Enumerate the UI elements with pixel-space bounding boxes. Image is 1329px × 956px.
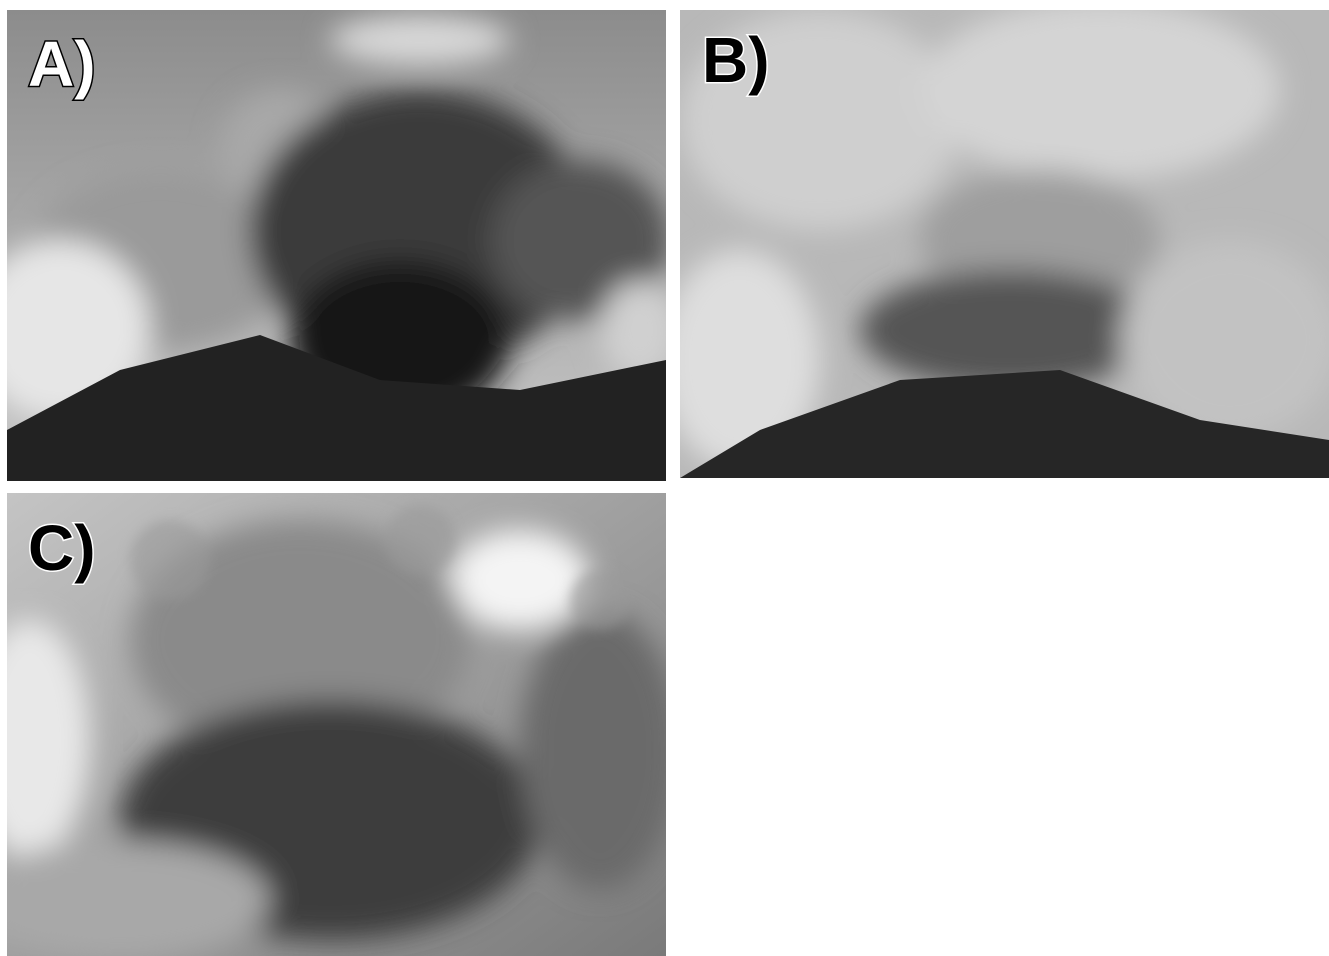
photo-a — [0, 10, 680, 481]
panel-label: A) — [28, 28, 96, 100]
panel-label: C) — [28, 512, 96, 584]
panel-label: B) — [702, 24, 770, 96]
figure: A) B) C) — [0, 0, 1329, 956]
page: A) B) C) (() => { const data = JSON.pars… — [0, 0, 1329, 956]
photo-c — [0, 493, 680, 956]
